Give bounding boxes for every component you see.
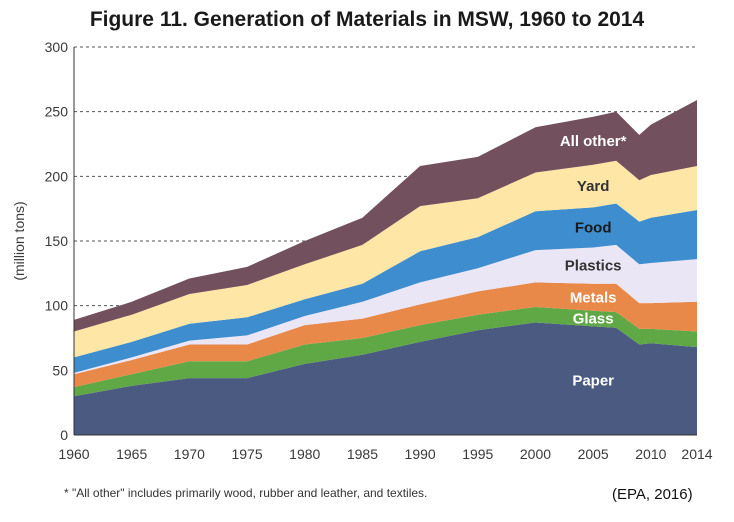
series-label-paper: Paper — [572, 373, 614, 390]
series-labels: Paper Glass Metals Plastics Food Yard All othe… — [560, 133, 627, 390]
area-food — [74, 203, 697, 373]
x-tick-label: 1975 — [231, 446, 262, 462]
series-label-all-other: All other* — [560, 133, 627, 150]
area-glass — [74, 307, 697, 397]
area-layer — [74, 100, 697, 435]
y-tick-label: 250 — [45, 104, 69, 120]
area-paper — [74, 322, 697, 435]
x-tick-labels: 1960 1965 1970 1975 1980 1985 1990 1995 2000 2005… — [58, 446, 712, 462]
series-label-glass: Glass — [573, 311, 614, 328]
x-tick-label: 1980 — [289, 446, 320, 462]
area-all-other — [74, 100, 697, 332]
x-tick-label: 2005 — [578, 446, 609, 462]
y-tick-label: 300 — [45, 39, 69, 55]
y-tick-label: 100 — [45, 298, 69, 314]
x-tick-label: 1990 — [405, 446, 436, 462]
x-tick-label: 2000 — [520, 446, 551, 462]
series-label-plastics: Plastics — [565, 258, 622, 275]
series-label-metals: Metals — [570, 289, 617, 306]
x-tick-label: 1995 — [462, 446, 493, 462]
x-tick-label: 2014 — [681, 446, 712, 462]
x-tick-label: 1960 — [58, 446, 89, 462]
x-tick-label: 1985 — [347, 446, 378, 462]
axis-layer — [73, 47, 697, 436]
y-tick-labels: 0 50 100 150 200 250 300 — [45, 39, 69, 443]
y-axis-label: (million tons) — [11, 201, 27, 280]
x-tick-label: 1970 — [174, 446, 205, 462]
y-tick-label: 200 — [45, 168, 69, 184]
chart-title: Figure 11. Generation of Materials in MS… — [89, 8, 645, 31]
footnote: * "All other" includes primarily wood, r… — [64, 486, 428, 500]
series-label-food: Food — [575, 219, 612, 236]
y-tick-label: 50 — [52, 362, 68, 378]
y-tick-label: 150 — [45, 233, 69, 249]
x-tick-label: 1965 — [116, 446, 147, 462]
x-tick-label: 2010 — [635, 446, 666, 462]
area-plastics — [74, 244, 697, 375]
area-yard — [74, 160, 697, 358]
series-label-yard: Yard — [577, 178, 610, 195]
y-tick-label: 0 — [60, 427, 68, 443]
area-metals — [74, 282, 697, 388]
source-citation: (EPA, 2016) — [612, 486, 693, 503]
